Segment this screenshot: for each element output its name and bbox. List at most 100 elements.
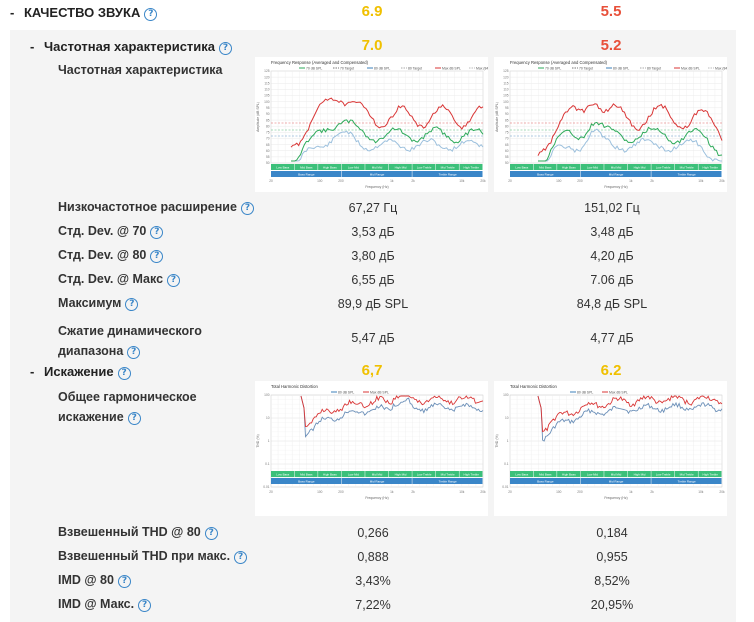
help-icon[interactable]: ? <box>167 274 181 287</box>
band-low <box>510 471 534 477</box>
x-tick-label: 20k <box>719 490 725 494</box>
x-tick-label: 20k <box>480 179 486 183</box>
help-icon[interactable]: ? <box>117 367 131 380</box>
x-axis-label: Frequency (Hz) <box>604 185 627 189</box>
row-label: Стд. Dev. @ 70? <box>58 224 164 239</box>
help-icon[interactable]: ? <box>127 346 141 359</box>
value-product-a: 3,53 дБ <box>351 225 395 239</box>
band-low <box>674 164 698 170</box>
legend-label: Max dB SPL <box>609 391 628 395</box>
value-product-b: 7.06 дБ <box>590 273 634 287</box>
help-icon[interactable]: ? <box>125 298 139 311</box>
value-product-a: 67,27 Гц <box>348 201 398 215</box>
y-tick-label: 100 <box>503 100 509 104</box>
band-label: Low Bass <box>276 165 290 169</box>
section-header-distortion[interactable]: - Искажение? <box>30 364 131 380</box>
thd-graph-b[interactable]: Total Harmonic Distortion 80 dB SPL Max dB… <box>494 381 727 516</box>
band-label: High Bass <box>562 165 576 169</box>
band-label: Mid Mid <box>372 165 383 169</box>
band-label: Low Mid <box>348 472 360 476</box>
x-tick-label: 10k <box>698 179 704 183</box>
frequency-response-graph-a[interactable]: Frequency Response (Averaged and Compens… <box>255 57 503 192</box>
x-tick-label: 200 <box>577 179 583 183</box>
y-tick-label: 0.1 <box>265 462 270 466</box>
x-tick-label: 20k <box>480 490 486 494</box>
thd-graph-a[interactable]: Total Harmonic Distortion 80 dB SPL Max dB… <box>255 381 488 516</box>
help-icon[interactable]: ? <box>127 412 141 425</box>
y-tick-label: 85 <box>505 118 509 122</box>
help-icon[interactable]: ? <box>204 527 218 540</box>
help-icon[interactable]: ? <box>150 250 164 263</box>
band-label: High Mid <box>634 165 646 169</box>
band-low <box>627 471 651 477</box>
help-icon[interactable]: ? <box>138 599 152 612</box>
band-low <box>580 471 604 477</box>
y-tick-label: 80 <box>266 124 270 128</box>
band-low <box>533 471 557 477</box>
band-low <box>580 164 604 170</box>
help-icon[interactable]: ? <box>240 202 254 215</box>
collapse-toggle[interactable]: - <box>30 39 35 54</box>
section-title: КАЧЕСТВО ЗВУКА <box>23 5 141 20</box>
band-label: High Mid <box>395 472 407 476</box>
band-low <box>698 164 722 170</box>
help-icon[interactable]: ? <box>150 226 164 239</box>
section-title: Искажение <box>43 364 114 379</box>
band-low <box>412 164 436 170</box>
value-product-b: 20,95% <box>590 598 634 612</box>
value-product-b: 4,20 дБ <box>590 249 634 263</box>
band-low <box>341 164 365 170</box>
band-range <box>651 171 722 177</box>
value-product-b: 0,955 <box>596 550 628 564</box>
legend-label: 70 Target <box>579 67 593 71</box>
band-low <box>459 471 483 477</box>
legend-label: 80 Target <box>408 67 422 71</box>
band-label: Mid Range <box>370 479 385 483</box>
x-tick-label: 20 <box>508 490 512 494</box>
legend-label: 70 Target <box>340 67 354 71</box>
y-tick-label: 70 <box>266 137 270 141</box>
legend-label: 70 dB SPL <box>306 67 322 71</box>
x-tick-label: 1k <box>390 490 394 494</box>
y-tick-label: 55 <box>505 155 509 159</box>
band-low <box>604 471 628 477</box>
band-label: Treble Range <box>678 479 696 483</box>
y-tick-label: 0.1 <box>504 462 509 466</box>
band-low <box>651 164 675 170</box>
value-product-a: 0,266 <box>357 526 389 540</box>
y-tick-label: 115 <box>503 81 508 85</box>
y-tick-label: 90 <box>266 112 270 116</box>
chart-title: Total Harmonic Distortion <box>271 384 318 389</box>
help-icon[interactable]: ? <box>144 8 158 21</box>
series-line <box>538 128 722 162</box>
frequency-response-graph-b[interactable]: Frequency Response (Averaged and Compens… <box>494 57 742 192</box>
value-product-a: 6,55 дБ <box>351 273 395 287</box>
value-product-a: 5,47 дБ <box>351 331 395 345</box>
value-product-a: 7,22% <box>355 598 391 612</box>
band-range <box>651 478 722 484</box>
collapse-toggle[interactable]: - <box>30 364 35 379</box>
band-low <box>294 164 318 170</box>
row-label-text: Максимум <box>58 296 122 310</box>
y-tick-label: 105 <box>503 94 509 98</box>
band-label: Mid Mid <box>611 165 622 169</box>
y-axis-label: Amplitude (dB SPL) <box>495 102 499 132</box>
legend-label: 80 Target <box>647 67 661 71</box>
band-label: Bass Range <box>537 172 554 176</box>
x-tick-label: 200 <box>338 179 344 183</box>
collapse-toggle[interactable]: - <box>10 5 15 20</box>
band-low <box>365 471 389 477</box>
band-label: High Bass <box>323 472 337 476</box>
y-tick-label: 125 <box>503 69 509 73</box>
help-icon[interactable]: ? <box>117 575 131 588</box>
value-product-b: 3,48 дБ <box>590 225 634 239</box>
band-low <box>412 471 436 477</box>
help-icon[interactable]: ? <box>234 551 248 564</box>
section-header-frequency-response[interactable]: - Частотная характеристика? <box>30 39 233 55</box>
band-low <box>604 164 628 170</box>
help-icon[interactable]: ? <box>219 42 233 55</box>
y-tick-label: 0.01 <box>263 485 269 489</box>
band-low <box>674 471 698 477</box>
section-header-sound-quality[interactable]: - КАЧЕСТВО ЗВУКА? <box>10 5 158 21</box>
band-label: Mid Mid <box>611 472 622 476</box>
